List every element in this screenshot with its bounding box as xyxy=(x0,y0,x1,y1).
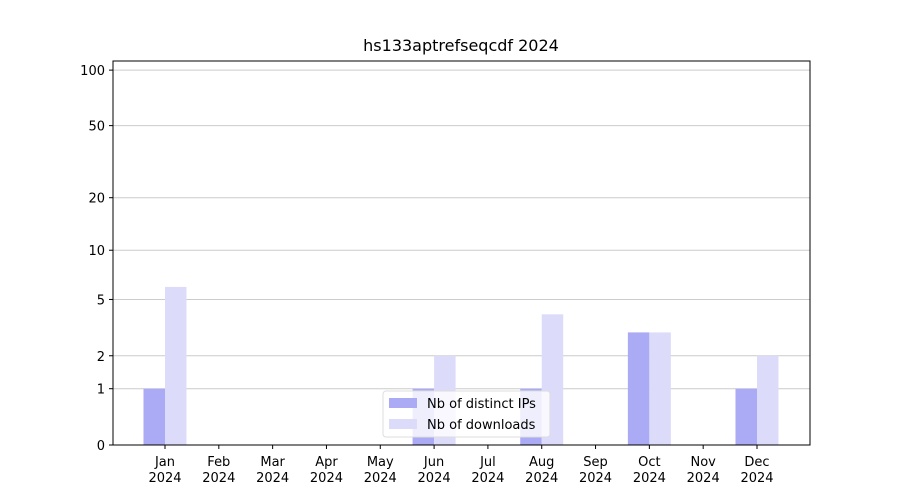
x-tick-label: Jun 2024 xyxy=(418,455,451,486)
bar xyxy=(627,332,650,445)
bar xyxy=(165,286,187,445)
legend-label: Nb of downloads xyxy=(427,418,536,433)
x-tick-label: Oct 2024 xyxy=(633,455,666,486)
x-tick-label: Jul 2024 xyxy=(471,455,504,486)
x-tick-label: May 2024 xyxy=(364,455,397,486)
y-tick-label: 50 xyxy=(88,120,105,135)
x-tick-label: Jan 2024 xyxy=(148,455,181,486)
bar xyxy=(757,355,779,445)
y-tick-label: 100 xyxy=(80,64,105,79)
y-tick-label: 5 xyxy=(97,293,105,308)
y-tick-label: 10 xyxy=(88,244,105,259)
legend-swatch xyxy=(389,398,417,408)
legend-swatch xyxy=(389,419,417,429)
x-tick-label: Aug 2024 xyxy=(525,455,558,486)
plot-frame xyxy=(112,60,811,446)
x-tick-label: Sep 2024 xyxy=(579,455,612,486)
y-tick-label: 1 xyxy=(97,383,105,398)
y-tick-label: 2 xyxy=(97,350,105,365)
bar xyxy=(143,388,165,445)
x-tick-label: Dec 2024 xyxy=(740,455,773,486)
legend-label: Nb of distinct IPs xyxy=(427,397,536,412)
x-tick-label: Apr 2024 xyxy=(310,455,343,486)
y-tick-label: 20 xyxy=(88,192,105,207)
x-tick-label: Feb 2024 xyxy=(202,455,235,486)
y-tick-label: 0 xyxy=(97,439,105,454)
x-tick-label: Mar 2024 xyxy=(256,455,289,486)
chart-title: hs133aptrefseqcdf 2024 xyxy=(363,36,559,55)
x-tick-label: Nov 2024 xyxy=(687,455,720,486)
bar xyxy=(735,388,757,445)
bar xyxy=(649,332,671,445)
legend-box xyxy=(382,390,551,438)
